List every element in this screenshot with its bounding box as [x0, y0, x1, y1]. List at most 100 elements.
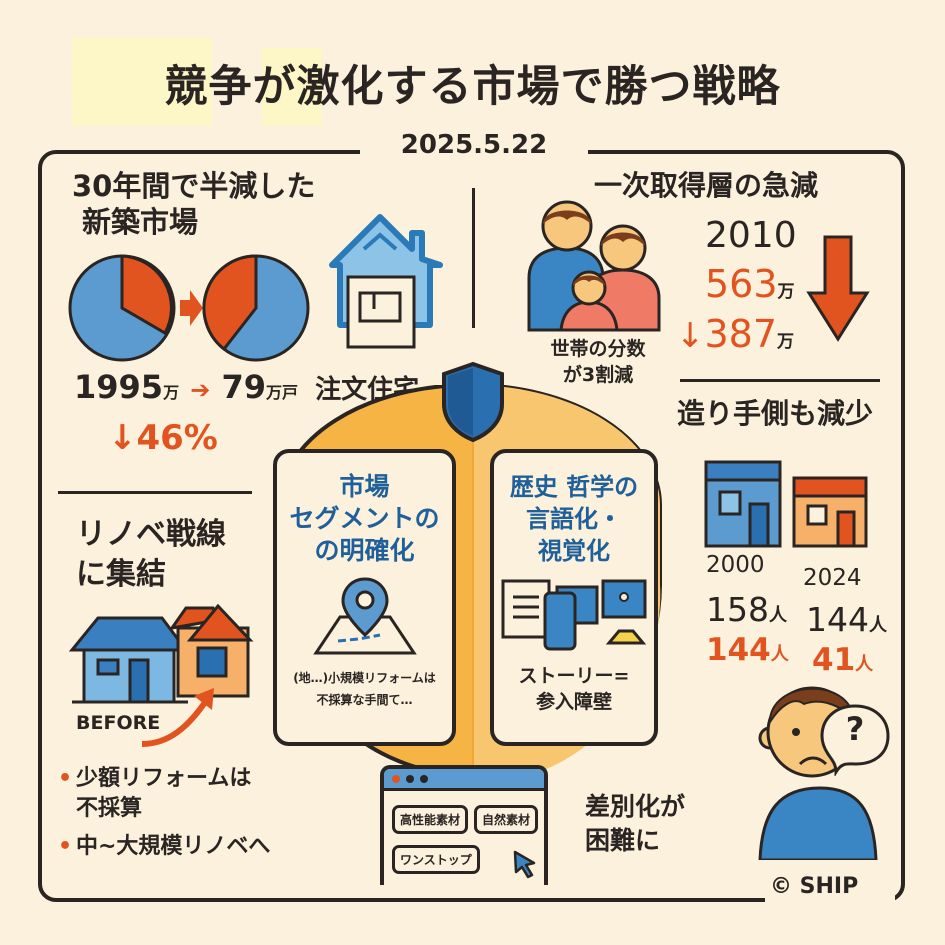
question-mark: ? [845, 710, 865, 748]
caption-line: ストーリー= [518, 665, 630, 687]
value-2010: 563万 [705, 262, 795, 306]
storytelling-card-title: 歴史 哲学の 言語化・ 視覚化 [494, 471, 654, 567]
copyright: © SHIP [770, 874, 859, 899]
new-build-figures: 1995万 ➔ 79万戸 注文住宅 [74, 368, 419, 406]
bullet-text: 中~大規模リノベへ [76, 834, 271, 859]
unit: 人 [869, 615, 887, 636]
divider [680, 379, 880, 382]
title-line: 歴史 哲学の [509, 473, 639, 501]
pie-charts [68, 254, 310, 362]
devices-icon [501, 579, 647, 651]
bullet-dot-icon: • [58, 766, 73, 791]
speech-bubble [820, 704, 890, 776]
title-line: に集結 [76, 557, 166, 592]
renovation-title: リノベ戦線 に集結 [76, 515, 226, 595]
arrow-right-icon: ➔ [190, 376, 211, 404]
house-plan-icon [329, 214, 443, 349]
title-line: 新築市場 [82, 205, 199, 239]
title-line: セグメントの [289, 504, 440, 533]
title-line: 視覚化 [538, 537, 610, 565]
value: 563 [705, 262, 778, 306]
pie-before [68, 254, 176, 362]
segment-card: 市場 セグメントの の明確化 (地…)小規模リフォームは 不採算な手間て… [273, 449, 456, 746]
title-line: 言語化・ [526, 505, 622, 533]
title-line: リノベ戦線 [76, 517, 226, 552]
value-1995: 1995 [74, 368, 164, 406]
frame-gap [765, 880, 895, 910]
title-highlight [72, 38, 212, 126]
builders-2000-value: 158人 [706, 590, 787, 629]
bullet-dot-icon: • [58, 834, 73, 859]
value-79: 79 [221, 368, 266, 406]
tag-one-stop[interactable]: ワンストップ [392, 845, 480, 874]
value: 158 [706, 590, 769, 629]
year-2024: 2024 [803, 565, 862, 591]
caption-line: (地…)小規模リフォームは [293, 671, 436, 685]
caption-line: 差別化が [585, 792, 686, 821]
before-after-houses-icon [68, 603, 254, 747]
first-buyers-caption: 世帯の分数 が3割減 [533, 336, 663, 388]
window-dot-icon [406, 774, 414, 783]
builders-title: 造り手側も減少 [677, 397, 874, 430]
bullet-item: • 少額リフォームは 不採算 [58, 764, 270, 824]
buildings-icon [704, 460, 868, 548]
before-label: BEFORE [76, 712, 161, 734]
builders-2000-value-2: 144人 [706, 632, 789, 668]
unit: 人 [855, 654, 874, 675]
differentiation-caption: 差別化が 困難に [585, 790, 685, 858]
bullet-text: 少額リフォームは 不採算 [76, 766, 252, 821]
tag-natural-material[interactable]: 自然素材 [474, 805, 539, 834]
divider [472, 188, 475, 328]
divider [58, 491, 252, 494]
value: 144 [706, 632, 771, 668]
frame-gap [360, 140, 588, 160]
builders-2024-value: 144人 [806, 600, 887, 639]
pie-after [202, 254, 310, 362]
caption-line: 不採算な手間て… [316, 693, 413, 707]
browser-titlebar [384, 769, 544, 791]
caption-line: 世帯の分数 [550, 338, 646, 360]
new-build-title: 30年間で半減した 新築市場 [72, 168, 315, 240]
segment-card-caption: (地…)小規模リフォームは 不採算な手間て… [277, 667, 452, 711]
year-2000: 2000 [706, 552, 765, 578]
year-2010: 2010 [705, 215, 797, 256]
page-title: 競争が激化する市場で勝つ戦略 [164, 62, 781, 112]
title-highlight [262, 48, 322, 126]
caption-line: 参入障壁 [535, 691, 612, 713]
value: 41 [812, 642, 856, 678]
unit: 人 [770, 644, 789, 665]
builders-2024-value-2: 41人 [812, 642, 873, 678]
caption-line: が3割減 [562, 364, 634, 386]
browser-window: 高性能素材 自然素材 ワンストップ [380, 765, 548, 885]
title-line: 市場 [339, 472, 390, 501]
title-line: の明確化 [314, 536, 415, 565]
unit: 人 [769, 605, 787, 626]
arrow-icon [180, 290, 203, 326]
segment-card-title: 市場 セグメントの の明確化 [277, 471, 452, 567]
unit: 万 [777, 282, 795, 302]
first-buyers-title: 一次取得層の急減 [594, 169, 819, 202]
storytelling-card-caption: ストーリー= 参入障壁 [494, 663, 654, 715]
bullet-item: • 中~大規模リノベへ [58, 832, 270, 862]
down-arrow-icon: ↓ [676, 316, 705, 356]
tag-high-performance[interactable]: 高性能素材 [392, 805, 469, 834]
storytelling-card: 歴史 哲学の 言語化・ 視覚化 ストーリー= 参入障壁 [490, 449, 658, 746]
date: 2025.5.22 [400, 130, 548, 160]
value-now: ↓387万 [676, 312, 794, 356]
unit: 万戸 [266, 383, 299, 402]
value: 387 [704, 312, 778, 356]
renovation-bullets: • 少額リフォームは 不採算 • 中~大規模リノベへ [58, 764, 270, 862]
value: 144 [806, 600, 869, 639]
change-percent: ↓46% [108, 418, 218, 458]
shield-icon [442, 361, 504, 443]
unit: 万 [163, 383, 180, 402]
family-icon [527, 200, 661, 332]
map-pin-icon [312, 577, 417, 655]
big-down-arrow-icon [806, 235, 870, 342]
title-line: 30年間で半減した [72, 169, 316, 203]
caption-line: 困難に [585, 826, 661, 855]
window-dot-icon [392, 774, 400, 783]
window-dot-icon [420, 774, 428, 783]
unit: 万 [777, 332, 795, 352]
cursor-icon [513, 850, 536, 879]
